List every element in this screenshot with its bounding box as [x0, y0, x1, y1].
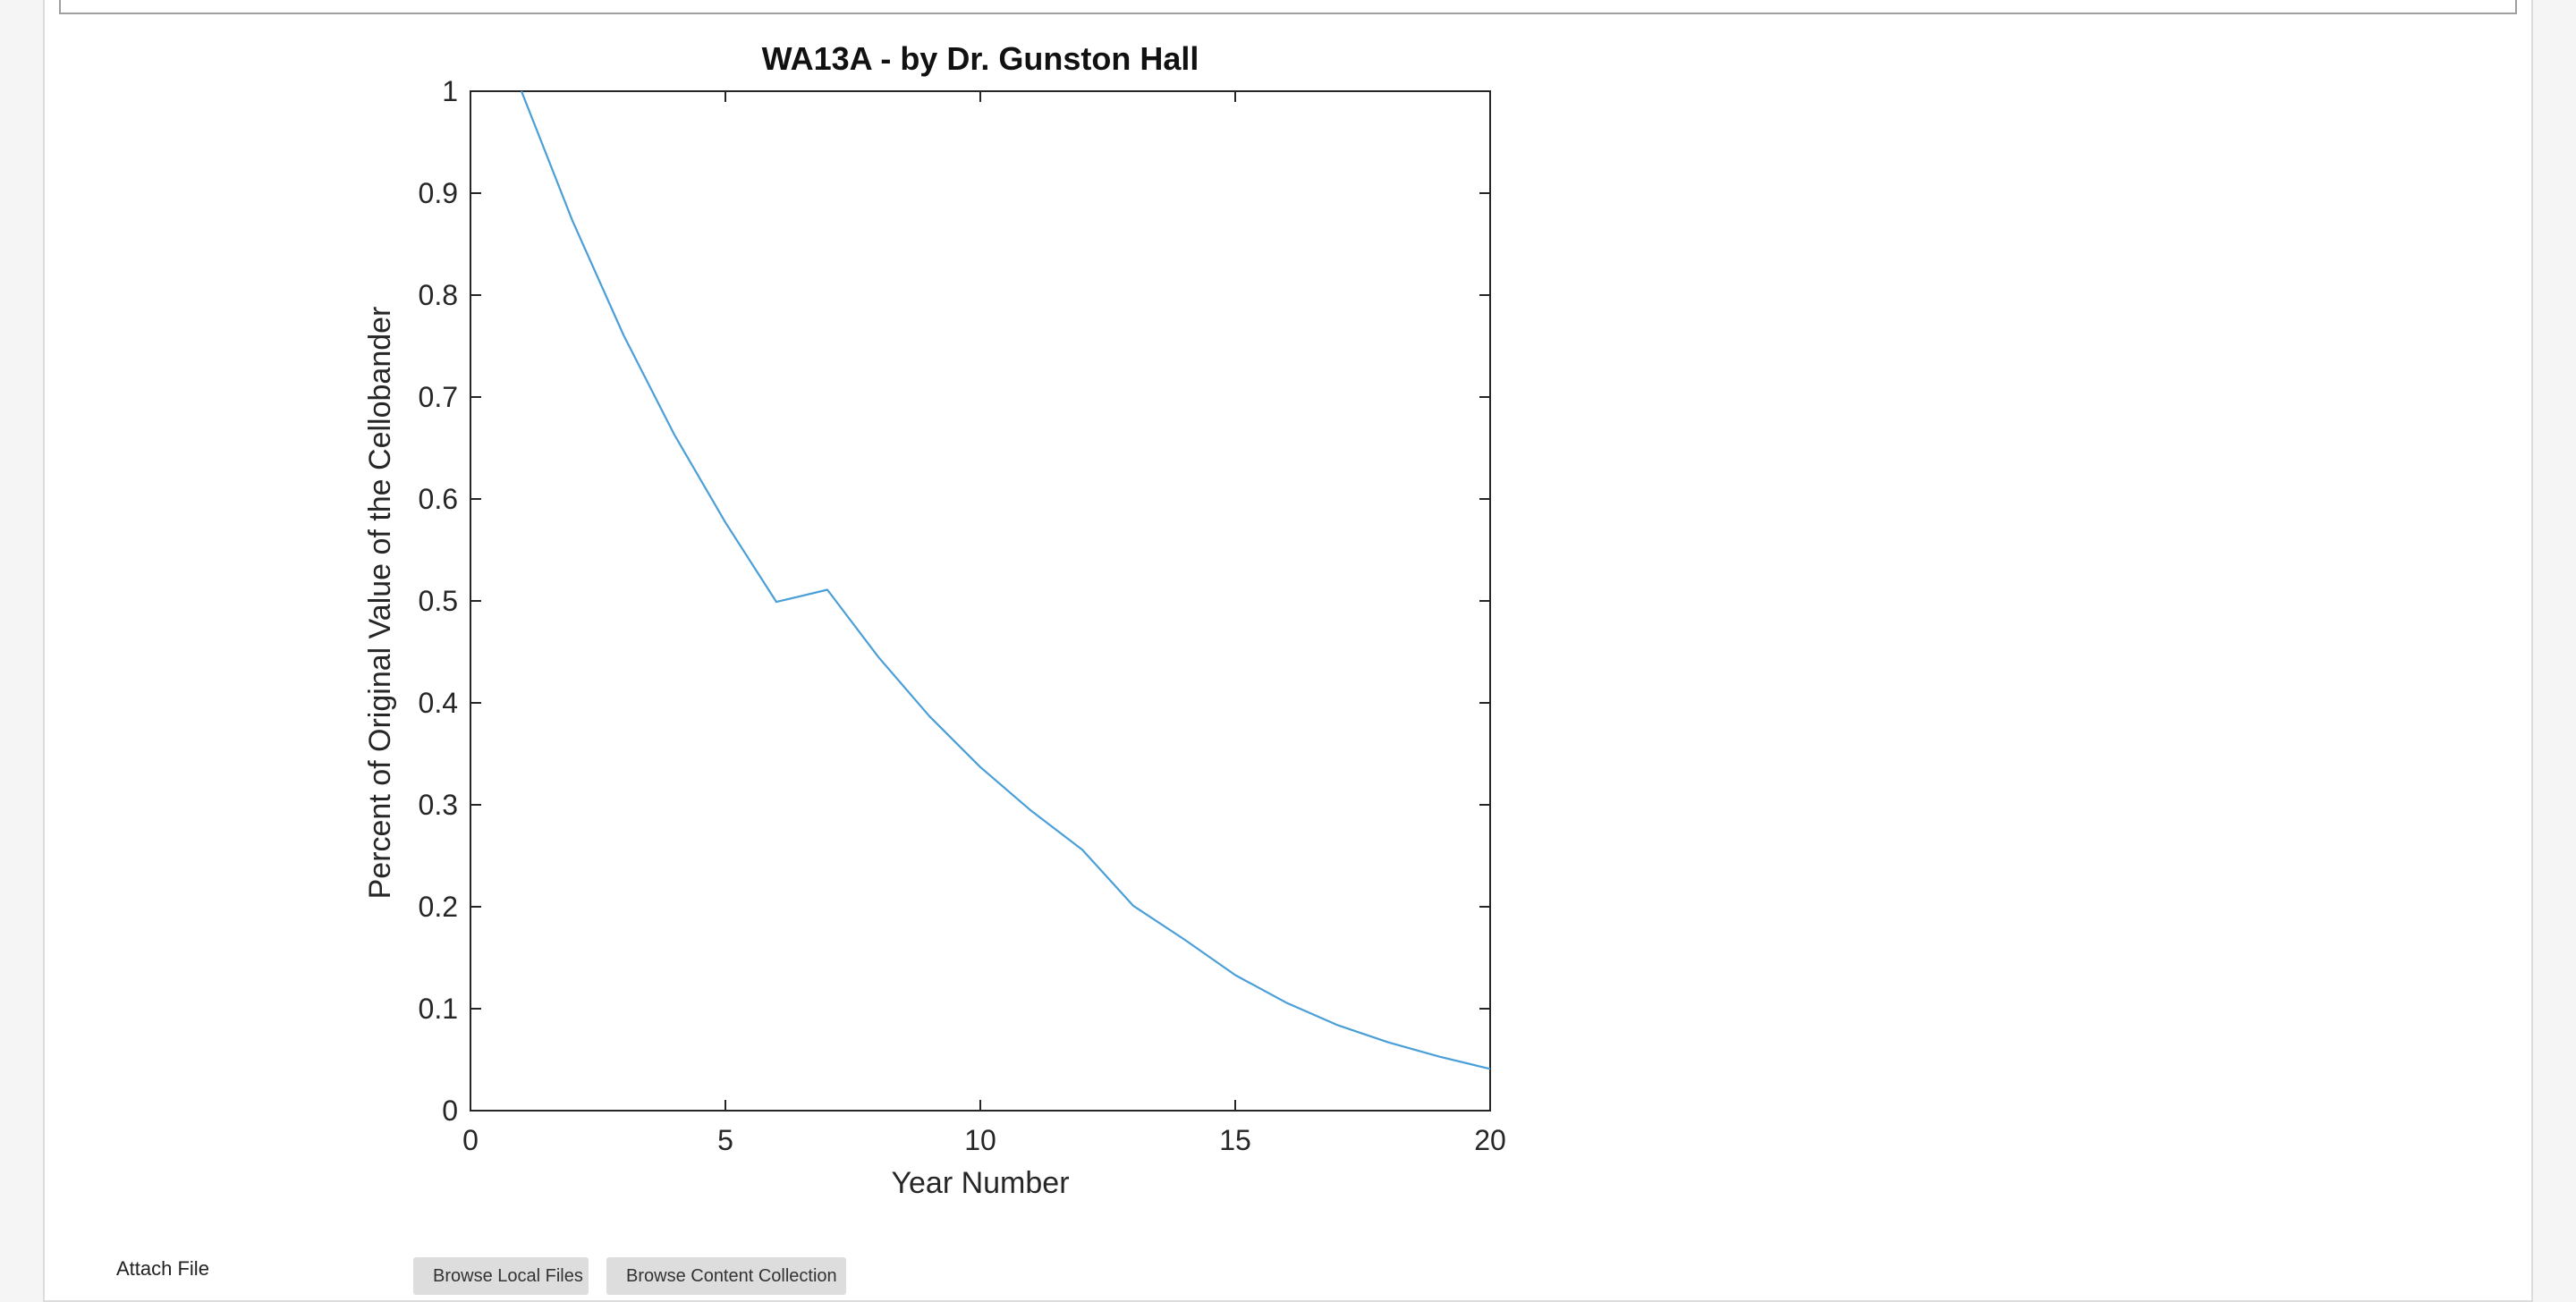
chart-figure: 0 5 10 15 20 0 0.1 0.2 0.3 0.4 0.5 0.6 0.7 0.8 0.9 1 WA…: [340, 36, 1538, 1216]
x-tick-label: 15: [1219, 1124, 1251, 1156]
x-tick-label: 0: [462, 1124, 479, 1156]
y-tick-label: 0.1: [419, 993, 458, 1025]
y-tick-label: 0.9: [419, 177, 458, 209]
attach-file-label: Attach File: [116, 1257, 209, 1280]
y-tick-label: 1: [442, 75, 458, 107]
text-editor-box[interactable]: [59, 0, 2517, 14]
x-tick-label: 10: [964, 1124, 996, 1156]
browse-content-collection-button[interactable]: Browse Content Collection: [606, 1257, 846, 1295]
browse-local-files-button[interactable]: Browse Local Files: [413, 1257, 589, 1295]
y-tick-label: 0: [442, 1095, 458, 1127]
y-tick-label: 0.8: [419, 279, 458, 311]
y-tick-label: 0.5: [419, 585, 458, 617]
y-tick-label: 0.4: [419, 687, 458, 719]
y-axis-label: Percent of Original Value of the Celloba…: [363, 307, 397, 900]
x-tick-label: 5: [717, 1124, 733, 1156]
plot-area-frame: [470, 90, 1491, 1112]
y-tick-label: 0.3: [419, 789, 458, 821]
y-tick-label: 0.2: [419, 891, 458, 923]
x-axis-label: Year Number: [891, 1166, 1069, 1200]
chart-title: WA13A - by Dr. Gunston Hall: [762, 40, 1199, 77]
y-tick-label: 0.7: [419, 381, 458, 413]
plot-layer: 0 5 10 15 20 0 0.1 0.2 0.3 0.4 0.5 0.6 0.7 0.8 0.9 1: [419, 75, 1506, 1156]
x-tick-label: 20: [1474, 1124, 1506, 1156]
series-line-1: [520, 90, 1491, 1070]
line-chart: 0 5 10 15 20 0 0.1 0.2 0.3 0.4 0.5 0.6 0.7 0.8 0.9 1 WA…: [363, 40, 1506, 1200]
y-tick-label: 0.6: [419, 483, 458, 515]
